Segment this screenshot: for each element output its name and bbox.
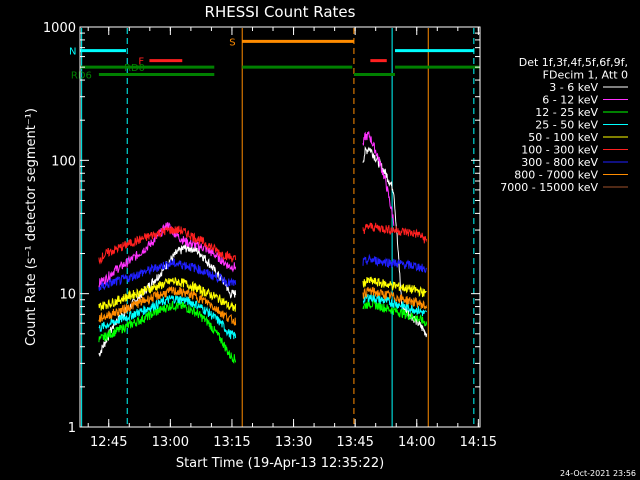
series-7-segment-1 xyxy=(362,286,428,310)
footer-timestamp: 24-Oct-2021 23:56 xyxy=(560,469,636,478)
series-3-segment-1 xyxy=(362,293,427,316)
series-4-segment-0 xyxy=(98,277,237,312)
x-tick-label-1: 13:00 xyxy=(152,435,189,450)
legend-label-7: 800 - 7000 keV xyxy=(514,169,598,182)
chart-title: RHESSI Count Rates xyxy=(205,3,356,21)
series-2-segment-0 xyxy=(98,300,237,364)
legend-label-8: 7000 - 15000 keV xyxy=(500,181,598,194)
y-axis-label: Count Rate (s⁻¹ detector segment⁻¹) xyxy=(24,108,39,346)
y-tick-label-2: 100 xyxy=(51,154,76,169)
flag-label-s: S xyxy=(229,37,235,48)
axes: 12:45 13:00 13:15 13:30 13:45 14:00 14:15 1 10 10… xyxy=(43,21,497,450)
flag-label-rd0: RD0 xyxy=(124,63,145,74)
series-1-segment-0 xyxy=(98,222,237,288)
series-6-segment-0 xyxy=(98,257,237,291)
series-7-segment-0 xyxy=(98,285,237,326)
legend-label-4: 50 - 100 keV xyxy=(528,131,598,144)
series-0-segment-1 xyxy=(362,145,428,338)
x-tick-label-6: 14:15 xyxy=(460,435,497,450)
y-tick-label-0: 1 xyxy=(68,421,76,436)
legend-header-0: Det 1f,3f,4f,5f,6f,9f, xyxy=(519,56,628,69)
y-tick-label-1: 10 xyxy=(59,288,76,303)
flag-label-n: N xyxy=(69,47,76,58)
series-4-segment-1 xyxy=(362,276,427,298)
x-tick-label-4: 13:45 xyxy=(336,435,373,450)
x-axis-label: Start Time (19-Apr-13 12:35:22) xyxy=(176,456,384,471)
plot-frame xyxy=(79,26,481,428)
x-tick-label-5: 14:00 xyxy=(398,435,435,450)
legend: Det 1f,3f,4f,5f,6f,9f,FDecim 1, Att 03 -… xyxy=(500,56,628,194)
series-6-segment-1 xyxy=(362,253,427,274)
y-tick-label-3: 1000 xyxy=(43,21,76,36)
series-5-segment-0 xyxy=(98,225,237,265)
flag-label-f: F xyxy=(138,57,144,68)
series-3-segment-0 xyxy=(98,294,237,340)
legend-label-0: 3 - 6 keV xyxy=(549,81,598,94)
x-tick-label-3: 13:30 xyxy=(275,435,312,450)
x-tick-label-2: 13:15 xyxy=(213,435,250,450)
legend-header-1: FDecim 1, Att 0 xyxy=(543,69,628,82)
legend-label-6: 300 - 800 keV xyxy=(521,156,598,169)
series-1-segment-1 xyxy=(362,131,395,226)
legend-label-3: 25 - 50 keV xyxy=(535,119,598,132)
series-5-segment-1 xyxy=(362,222,428,244)
flag-label-rd6: RD6 xyxy=(71,71,92,82)
x-tick-label-0: 12:45 xyxy=(90,435,127,450)
plot-content: N F S RD0 RD6 xyxy=(69,28,480,427)
legend-label-1: 6 - 12 keV xyxy=(542,94,598,107)
legend-label-2: 12 - 25 keV xyxy=(535,106,598,119)
legend-label-5: 100 - 300 keV xyxy=(521,144,598,157)
